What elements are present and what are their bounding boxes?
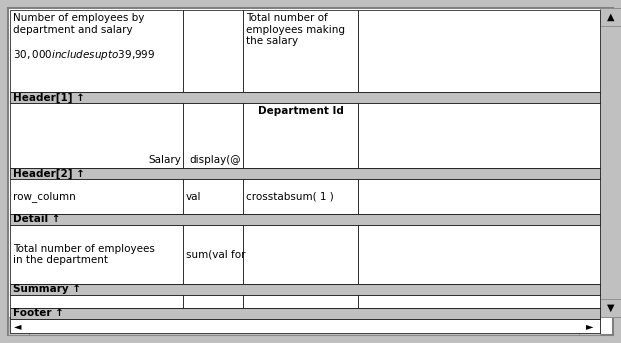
Text: Detail ↑: Detail ↑ xyxy=(13,214,60,225)
Text: Number of employees by
department and salary

$30,000 includes up to $39,999: Number of employees by department and sa… xyxy=(13,13,155,62)
Text: Header[1] ↑: Header[1] ↑ xyxy=(13,92,85,103)
Text: val: val xyxy=(186,191,201,201)
Text: sum(val for: sum(val for xyxy=(186,249,245,260)
Bar xyxy=(10,214,600,225)
Bar xyxy=(243,103,358,168)
Text: crosstabsum( 1 ): crosstabsum( 1 ) xyxy=(246,191,333,201)
Bar xyxy=(600,299,621,317)
Bar xyxy=(10,225,183,284)
Bar xyxy=(358,295,600,308)
Bar xyxy=(183,225,243,284)
Bar xyxy=(183,103,243,168)
Bar xyxy=(10,10,183,92)
Bar xyxy=(358,10,600,92)
Text: Total number of employees
in the department: Total number of employees in the departm… xyxy=(13,244,155,265)
Bar xyxy=(600,8,621,317)
Bar xyxy=(10,308,600,319)
Bar xyxy=(183,10,243,92)
Text: row_column: row_column xyxy=(13,191,76,202)
Bar xyxy=(183,179,243,214)
Bar xyxy=(10,179,183,214)
Bar xyxy=(10,103,183,168)
Text: ◄: ◄ xyxy=(14,321,22,331)
Text: ▲: ▲ xyxy=(607,12,614,22)
Bar xyxy=(579,317,600,335)
Bar xyxy=(183,295,243,308)
Bar xyxy=(243,10,358,92)
Bar xyxy=(8,317,29,335)
Text: Department Id: Department Id xyxy=(258,106,343,116)
Bar xyxy=(10,168,600,179)
Text: Total number of
employees making
the salary: Total number of employees making the sal… xyxy=(246,13,345,46)
Bar xyxy=(10,319,600,333)
Bar xyxy=(243,179,358,214)
Bar xyxy=(243,225,358,284)
Bar xyxy=(10,92,600,103)
Bar xyxy=(29,317,600,335)
Bar xyxy=(358,103,600,168)
Text: Header[2] ↑: Header[2] ↑ xyxy=(13,168,85,179)
Bar xyxy=(600,8,621,26)
Text: Salary: Salary xyxy=(148,155,181,165)
Text: ►: ► xyxy=(586,321,594,331)
Bar xyxy=(358,179,600,214)
Bar xyxy=(358,225,600,284)
Text: display(@: display(@ xyxy=(189,155,241,165)
Text: Footer ↑: Footer ↑ xyxy=(13,308,64,319)
Text: ▼: ▼ xyxy=(607,303,614,313)
Bar xyxy=(10,295,183,308)
Bar xyxy=(10,284,600,295)
Bar xyxy=(243,295,358,308)
Text: Summary ↑: Summary ↑ xyxy=(13,284,81,295)
